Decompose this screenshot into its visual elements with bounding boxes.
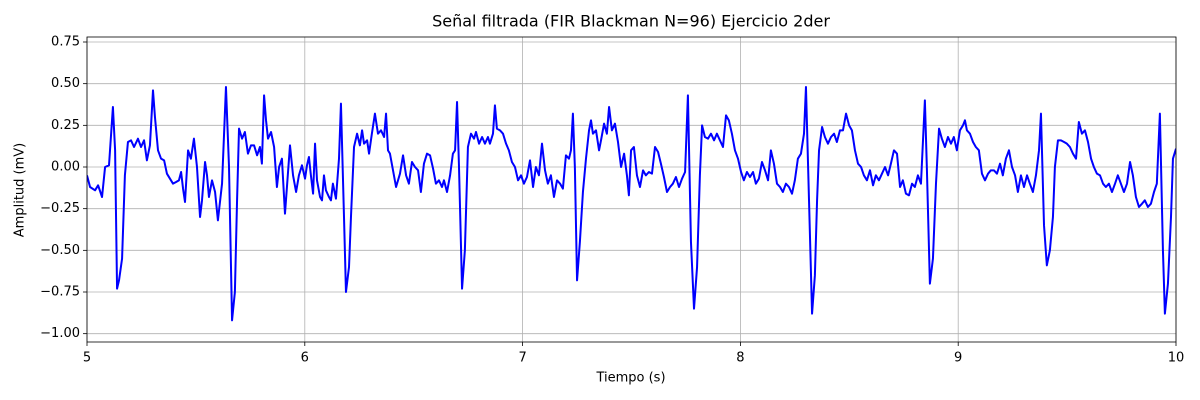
- y-tick-label: 0.75: [51, 35, 80, 50]
- grid: [86, 37, 1177, 342]
- y-axis-label: Amplitud (mV): [13, 143, 28, 237]
- y-tick-label: −0.75: [40, 285, 80, 300]
- y-tick-label: 0.00: [51, 160, 80, 175]
- signal-line: [87, 86, 1176, 322]
- y-tick-label: −0.25: [40, 201, 80, 216]
- y-tick-label: 0.50: [51, 76, 80, 91]
- x-tick-label: 9: [954, 351, 962, 366]
- x-axis-label: Tiempo (s): [595, 371, 665, 386]
- y-tick-label: −0.50: [40, 243, 80, 258]
- chart-title: Señal filtrada (FIR Blackman N=96) Ejerc…: [432, 12, 830, 31]
- x-tick-label: 7: [518, 351, 526, 366]
- y-tick-label: −1.00: [40, 326, 80, 341]
- x-tick-label: 6: [301, 351, 309, 366]
- x-tick-label: 8: [736, 351, 744, 366]
- plot-frame: [86, 36, 1177, 343]
- y-tick-label: 0.25: [51, 118, 80, 133]
- x-tick-label: 10: [1168, 351, 1185, 366]
- x-tick-label: 5: [83, 351, 91, 366]
